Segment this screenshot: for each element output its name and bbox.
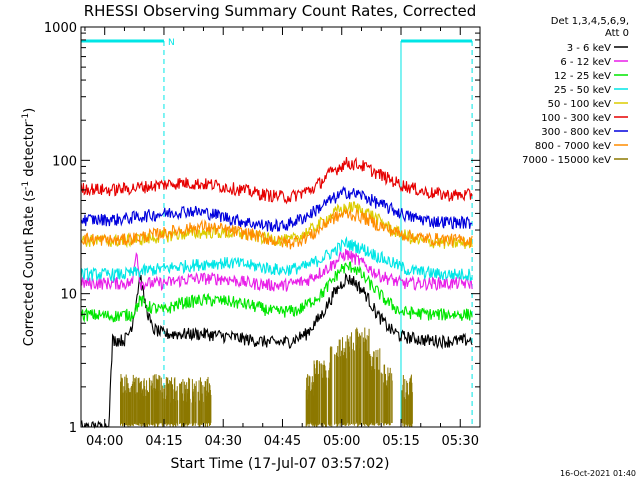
x-tick-label: 04:45 xyxy=(264,434,301,449)
y-tick-label: 1000 xyxy=(44,21,77,36)
y-axis-label: Corrected Count Rate (s-1 detector-1) xyxy=(21,108,37,346)
y-tick-label: 10 xyxy=(60,288,77,303)
y-label-superscript: -1 xyxy=(21,113,31,122)
series-group xyxy=(80,156,473,429)
series-line-3 xyxy=(80,236,473,283)
legend-entry-label: 300 - 800 keV xyxy=(541,127,611,138)
legend-entry-label: 800 - 7000 keV xyxy=(535,141,611,152)
plot-frame xyxy=(80,26,481,428)
x-tick-label: 05:15 xyxy=(382,434,419,449)
series-line-6 xyxy=(80,185,473,232)
legend-entry-label: 25 - 50 keV xyxy=(554,85,611,96)
legend-entry-label: 6 - 12 keV xyxy=(560,57,611,68)
y-axis: 1 10 100 1000 xyxy=(44,21,480,436)
y-label-part: Corrected Count Rate (s xyxy=(22,190,37,347)
legend-entry-label: 3 - 6 keV xyxy=(567,43,611,54)
chart-title: RHESSI Observing Summary Count Rates, Co… xyxy=(84,2,477,20)
saa-marker-label: N xyxy=(168,38,175,48)
x-tick-label: 04:00 xyxy=(86,434,123,449)
legend-entry-label: 7000 - 15000 keV xyxy=(522,155,611,166)
series-line-5 xyxy=(80,156,473,205)
series-line-7 xyxy=(80,207,473,250)
y-tick-label: 100 xyxy=(52,154,77,169)
x-tick-label: 05:30 xyxy=(442,434,479,449)
series-line-1 xyxy=(80,248,473,292)
legend-entry-label: 12 - 25 keV xyxy=(554,71,611,82)
legend-header-line: Att 0 xyxy=(605,28,629,39)
legend: Det 1,3,4,5,6,9,Att 0 3 - 6 keV 6 - 12 keV… xyxy=(522,16,629,166)
legend-entry-label: 50 - 100 keV xyxy=(548,99,612,110)
y-label-part: detector xyxy=(22,121,37,181)
y-label-superscript: -1 xyxy=(21,181,31,190)
legend-entry-label: 100 - 300 keV xyxy=(541,113,611,124)
legend-header-line: Det 1,3,4,5,6,9, xyxy=(551,16,629,27)
series-line-2 xyxy=(80,261,473,323)
generated-timestamp: 16-Oct-2021 01:40 xyxy=(560,469,636,478)
y-label-part: ) xyxy=(22,108,37,113)
x-axis: 04:00 04:15 04:30 04:45 05:00 05:15 05:30 xyxy=(84,27,479,449)
x-axis-label: Start Time (17-Jul-07 03:57:02) xyxy=(170,456,389,472)
y-tick-label: 1 xyxy=(69,421,77,436)
x-tick-label: 04:15 xyxy=(145,434,182,449)
x-tick-label: 04:30 xyxy=(204,434,241,449)
series-bursts xyxy=(120,327,413,427)
x-tick-label: 05:00 xyxy=(323,434,360,449)
